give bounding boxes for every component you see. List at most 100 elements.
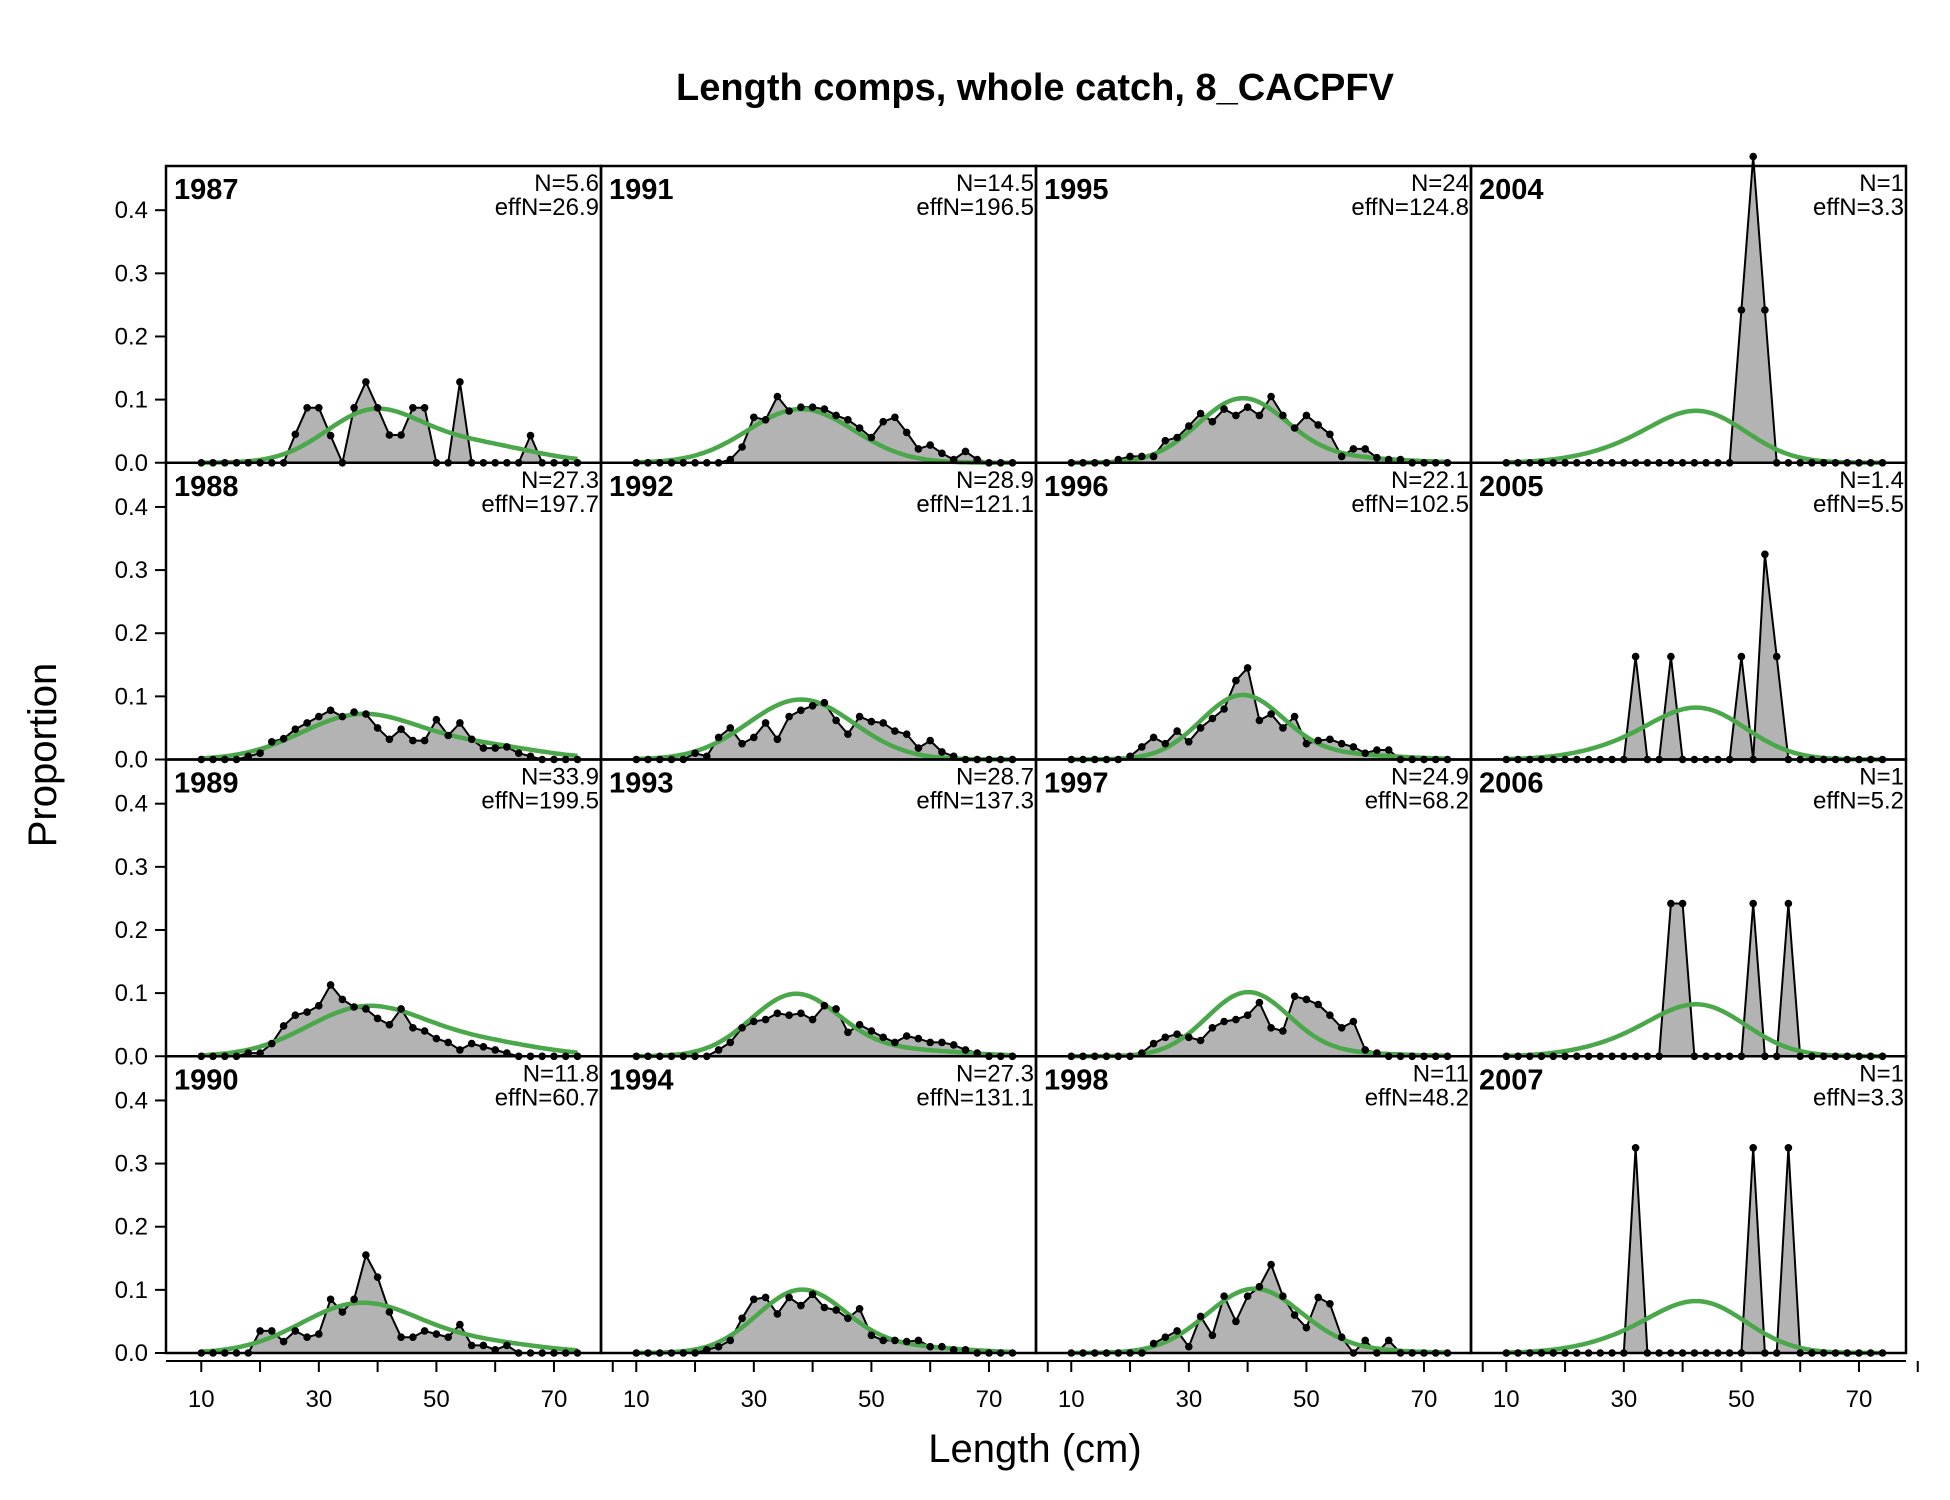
panel-effn-label: effN=5.5	[1813, 491, 1904, 518]
chart-title: Length comps, whole catch, 8_CACPFV	[676, 67, 1395, 109]
observed-point	[503, 743, 511, 751]
observed-point	[256, 749, 264, 757]
x-tick-label: 70	[1846, 1386, 1873, 1413]
observed-point	[1196, 724, 1205, 732]
observed-point	[867, 1027, 876, 1035]
observed-point	[1337, 452, 1346, 461]
observed-point	[785, 407, 793, 415]
expected-line	[636, 1287, 1013, 1356]
panel-n-label: N=5.6	[534, 170, 599, 197]
observed-point	[820, 698, 829, 707]
panel-year-label: 1996	[1044, 471, 1109, 503]
observed-point	[938, 1342, 946, 1351]
observed-point	[397, 1333, 405, 1341]
observed-point	[491, 744, 500, 752]
observed-point	[338, 995, 347, 1004]
y-tick-label: 0.3	[115, 854, 148, 881]
panel-n-label: N=28.7	[956, 764, 1034, 791]
observed-point	[1255, 716, 1264, 725]
panel-n-label: N=24.9	[1391, 764, 1469, 791]
observed-point	[761, 1015, 770, 1024]
observed-point	[350, 404, 358, 412]
panel-effn-label: effN=197.7	[481, 491, 599, 518]
panel-n-label: N=14.5	[956, 170, 1034, 197]
panel-year-label: 1998	[1044, 1064, 1109, 1096]
y-tick-label: 0.2	[115, 323, 148, 350]
observed-point	[1290, 992, 1299, 1001]
x-tick-label: 70	[541, 1386, 568, 1413]
expected-line	[201, 711, 578, 761]
observed-point	[1196, 1312, 1205, 1321]
observed-area	[201, 1255, 578, 1353]
observed-point	[879, 1033, 887, 1042]
panel-n-label: N=22.1	[1391, 467, 1469, 494]
x-tick-label: 10	[1058, 1386, 1085, 1413]
observed-point	[315, 1330, 323, 1338]
observed-point	[514, 749, 523, 757]
observed-point	[785, 1293, 793, 1302]
observed-point	[1232, 1317, 1240, 1326]
y-axis-title: Proportion	[21, 663, 65, 848]
observed-point	[385, 431, 394, 439]
observed-point	[373, 724, 382, 732]
observed-point	[1337, 739, 1346, 748]
observed-point	[797, 403, 805, 412]
observed-point	[902, 730, 911, 738]
observed-point	[844, 1314, 852, 1323]
panel-n-label: N=1	[1859, 170, 1904, 197]
observed-point	[1749, 152, 1757, 161]
observed-point	[479, 1341, 488, 1350]
observed-point	[832, 1005, 840, 1013]
panel-year-label: 2007	[1479, 1064, 1544, 1096]
observed-point	[303, 404, 311, 412]
panel-n-label: N=1.4	[1839, 467, 1904, 494]
observed-point	[1279, 1027, 1287, 1035]
observed-point	[1302, 1323, 1311, 1332]
observed-point	[1631, 652, 1640, 661]
observed-point	[1232, 411, 1240, 420]
panel-n-label: N=1	[1859, 764, 1904, 791]
observed-point	[315, 404, 323, 412]
observed-point	[1149, 452, 1158, 461]
panel-year-label: 1994	[609, 1064, 674, 1096]
observed-point	[503, 1341, 511, 1350]
observed-point	[1361, 749, 1369, 757]
observed-point	[1243, 403, 1252, 412]
observed-point	[1243, 664, 1252, 672]
observed-point	[1337, 1024, 1346, 1032]
y-tick-label: 0.4	[115, 791, 148, 818]
observed-point	[1361, 1336, 1369, 1345]
observed-point	[420, 1327, 429, 1335]
observed-point	[456, 719, 464, 727]
observed-point	[1185, 1342, 1193, 1351]
observed-point	[397, 431, 405, 439]
observed-area	[1506, 1147, 1883, 1353]
observed-point	[1173, 433, 1181, 442]
observed-point	[467, 1039, 476, 1048]
y-tick-label: 0.1	[115, 387, 148, 414]
expected-line	[1506, 1002, 1883, 1059]
x-tick-label: 70	[976, 1386, 1003, 1413]
observed-point	[256, 1327, 264, 1335]
panel-effn-label: effN=102.5	[1351, 491, 1469, 518]
expected-line	[1506, 705, 1883, 762]
observed-point	[738, 1314, 746, 1323]
observed-point	[926, 441, 934, 449]
panel-effn-label: effN=196.5	[916, 194, 1034, 221]
observed-point	[891, 413, 899, 422]
y-tick-label: 0.2	[115, 620, 148, 647]
observed-point	[1220, 1292, 1228, 1300]
observed-point	[797, 1009, 805, 1018]
observed-point	[738, 443, 746, 451]
observed-point	[244, 752, 253, 761]
panel-effn-label: effN=48.2	[1365, 1084, 1469, 1111]
observed-point	[1267, 710, 1275, 718]
observed-point	[1185, 1033, 1193, 1042]
observed-point	[1302, 411, 1311, 420]
observed-point	[1196, 409, 1205, 418]
observed-area	[636, 1294, 1013, 1353]
observed-point	[479, 744, 488, 752]
observed-point	[808, 403, 817, 412]
observed-point	[902, 1337, 911, 1346]
